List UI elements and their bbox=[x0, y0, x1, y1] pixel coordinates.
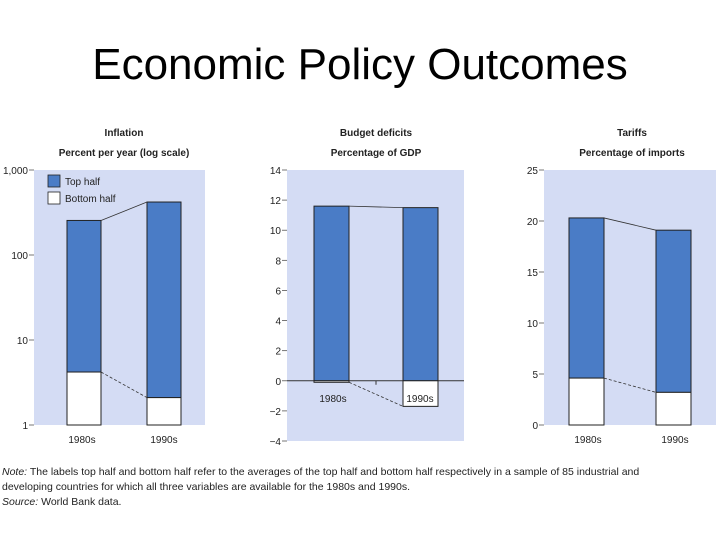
chart-2-bar-bottom-half bbox=[313, 380, 350, 383]
chart-2-category-label: 1980s bbox=[319, 394, 346, 405]
chart-1-subtitle: Percent per year (log scale) bbox=[59, 148, 190, 159]
chart-1-category-label: 1990s bbox=[150, 435, 177, 446]
chart-3-title: Tariffs bbox=[617, 128, 647, 139]
chart-2-ytick-label: 2 bbox=[275, 347, 281, 358]
note-line-1: Note: The labels top half and bottom hal… bbox=[2, 466, 639, 478]
chart-3-bar-top-half bbox=[568, 217, 605, 379]
chart-2-ytick-label: 0 bbox=[275, 377, 281, 388]
chart-1-ytick-label: 10 bbox=[17, 336, 29, 347]
legend-label-bottom: Bottom half bbox=[65, 194, 116, 205]
chart-3-ytick-label: 5 bbox=[532, 370, 538, 381]
chart-2-ytick-label: 8 bbox=[275, 256, 281, 267]
legend-swatch-top bbox=[47, 174, 61, 188]
chart-2-ytick-label: 12 bbox=[270, 196, 282, 207]
chart-3-ytick-label: 15 bbox=[527, 268, 539, 279]
chart-1-bar-top-half bbox=[146, 201, 182, 399]
chart-1-top-connector bbox=[100, 201, 148, 221]
chart-3-ytick-label: 25 bbox=[527, 166, 539, 177]
chart-1-category-label: 1980s bbox=[68, 435, 95, 446]
chart-1-bar-bottom-half bbox=[66, 371, 102, 426]
legend-swatch-bottom bbox=[47, 191, 61, 205]
chart-2-ytick-label: 4 bbox=[275, 317, 281, 328]
note-text-2: developing countries for which all three… bbox=[2, 481, 411, 493]
chart-1-title: Inflation bbox=[105, 128, 144, 139]
slide-title: Economic Policy Outcomes bbox=[92, 40, 628, 89]
chart-2-bar-top-half bbox=[402, 207, 439, 382]
chart-3-subtitle: Percentage of imports bbox=[579, 148, 685, 159]
chart-2-category-label: 1990s bbox=[406, 394, 433, 405]
chart-1-bottom-connector bbox=[100, 371, 148, 398]
chart-3-bottom-connector bbox=[603, 377, 657, 393]
chart-2-ytick-label: 6 bbox=[275, 286, 281, 297]
source-label: Source: bbox=[2, 496, 39, 508]
chart-2-ytick-label: 14 bbox=[270, 166, 282, 177]
chart-2-ytick-label: −2 bbox=[270, 407, 282, 418]
chart-1-bar-bottom-half bbox=[146, 397, 182, 426]
chart-1-ytick-label: 100 bbox=[11, 251, 28, 262]
chart-2-subtitle: Percentage of GDP bbox=[331, 148, 422, 159]
chart-2-top-connector bbox=[348, 205, 404, 209]
chart-3-ytick-label: 0 bbox=[532, 421, 538, 432]
chart-3-bar-bottom-half bbox=[655, 391, 692, 426]
note-label: Note: bbox=[2, 466, 28, 478]
chart-3-bar-top-half bbox=[655, 229, 692, 393]
note-line-2: developing countries for which all three… bbox=[2, 481, 410, 493]
source-text: World Bank data. bbox=[41, 496, 122, 508]
chart-2-bar-top-half bbox=[313, 205, 350, 382]
note-text-1: The labels top half and bottom half refe… bbox=[29, 466, 640, 478]
chart-1-ytick-label: 1,000 bbox=[3, 166, 28, 177]
chart-1-ytick-label: 1 bbox=[22, 421, 28, 432]
chart-3-ytick-label: 20 bbox=[527, 217, 539, 228]
chart-2-ytick-label: 10 bbox=[270, 226, 282, 237]
chart-2-ytick-label: −4 bbox=[270, 437, 282, 448]
chart-1-bar-top-half bbox=[66, 219, 102, 373]
chart-3-top-connector bbox=[603, 217, 657, 231]
chart-2-title: Budget deficits bbox=[340, 128, 413, 139]
legend-label-top: Top half bbox=[65, 177, 100, 188]
chart-3-category-label: 1980s bbox=[574, 435, 601, 446]
chart-3-bar-bottom-half bbox=[568, 377, 605, 426]
chart-2-bar-bottom-half bbox=[402, 380, 439, 407]
source-line: Source: World Bank data. bbox=[2, 496, 121, 508]
chart-3-ytick-label: 10 bbox=[527, 319, 539, 330]
chart-3-category-label: 1990s bbox=[661, 435, 688, 446]
